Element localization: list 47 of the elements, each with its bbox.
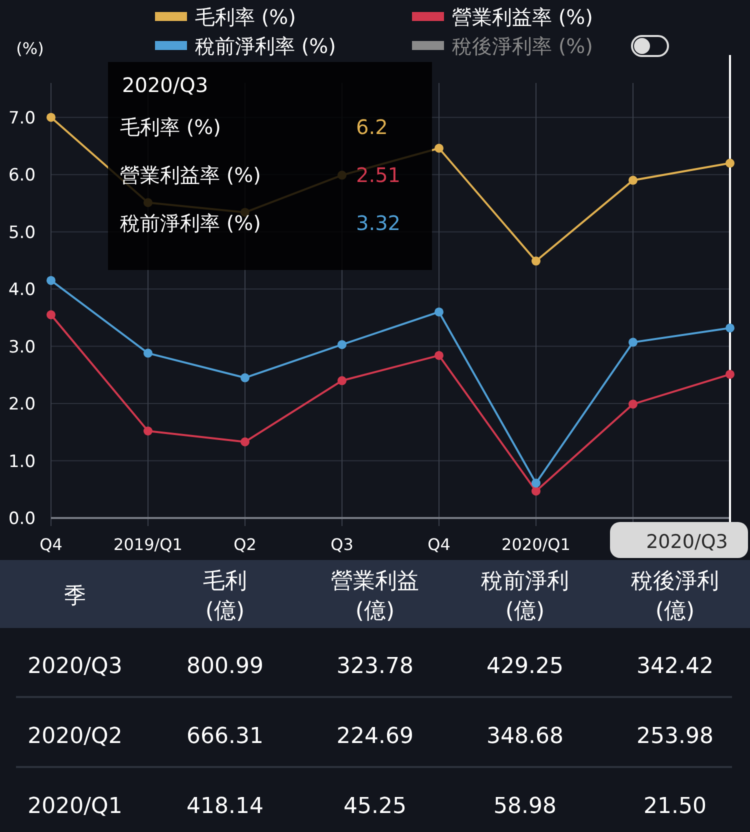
y-axis-title: (%) (16, 39, 44, 58)
data-label: 58.98 (494, 794, 556, 819)
annotation: 3.32 (356, 211, 401, 235)
y-tick-label: 5.0 (8, 222, 36, 243)
category-label: 2020/Q2 (28, 724, 122, 749)
data-label: 342.42 (636, 654, 714, 679)
data-label: 45.25 (344, 794, 406, 819)
data-label: 224.69 (336, 724, 414, 749)
data-label: 253.98 (636, 724, 714, 749)
text: 營業利益 (億) (331, 569, 419, 624)
data-label: 418.14 (186, 794, 264, 819)
annotation: 2020/Q3 (122, 73, 208, 97)
data-label: 323.78 (336, 654, 414, 679)
x-tick-label: Q4 (428, 535, 450, 554)
x-tick-label: 2020/Q1 (502, 535, 570, 554)
category-label: 2020/Q3 (28, 654, 122, 679)
text: 營業利益率 (%) (120, 163, 261, 187)
y-tick-label: 2.0 (8, 394, 36, 415)
data-label: 348.68 (486, 724, 564, 749)
text: 稅前淨利率 (%) (120, 211, 261, 235)
x-tick-label: Q3 (330, 535, 354, 554)
text: 季 (64, 584, 86, 609)
y-tick-label: 7.0 (8, 108, 36, 128)
y-tick-label: 6.0 (8, 166, 36, 186)
y-tick-label: 0.0 (8, 509, 36, 529)
text: 稅前淨利 (億) (481, 569, 569, 624)
legend-label: 毛利率 (%) (195, 5, 296, 29)
text: 毛利率 (%) (120, 115, 221, 139)
category-label: 2020/Q1 (28, 794, 122, 819)
axis-pointer: 2020/Q3 (610, 55, 748, 558)
text: 毛利 (億) (203, 569, 247, 624)
data-label: 666.31 (186, 724, 264, 749)
y-tick-label: 1.0 (8, 452, 36, 472)
annotation: 2.51 (356, 163, 401, 187)
text: 稅後淨利 (億) (631, 569, 719, 624)
y-tick-label: 4.0 (8, 280, 36, 300)
y-tick-label: 3.0 (8, 337, 36, 358)
legend-label: 稅後淨利率 (%) (452, 34, 593, 58)
annotation: 6.2 (356, 115, 388, 139)
data-label: 429.25 (486, 654, 564, 679)
legend-label: 營業利益率 (%) (452, 5, 593, 29)
x-tick-label: 2019/Q1 (114, 535, 182, 554)
x-tick-label: Q2 (234, 535, 256, 554)
x-tick-label: Q4 (40, 535, 62, 554)
data-label: 800.99 (186, 654, 264, 679)
legend-label: 稅前淨利率 (%) (195, 34, 336, 58)
data-label: 21.50 (644, 794, 706, 819)
